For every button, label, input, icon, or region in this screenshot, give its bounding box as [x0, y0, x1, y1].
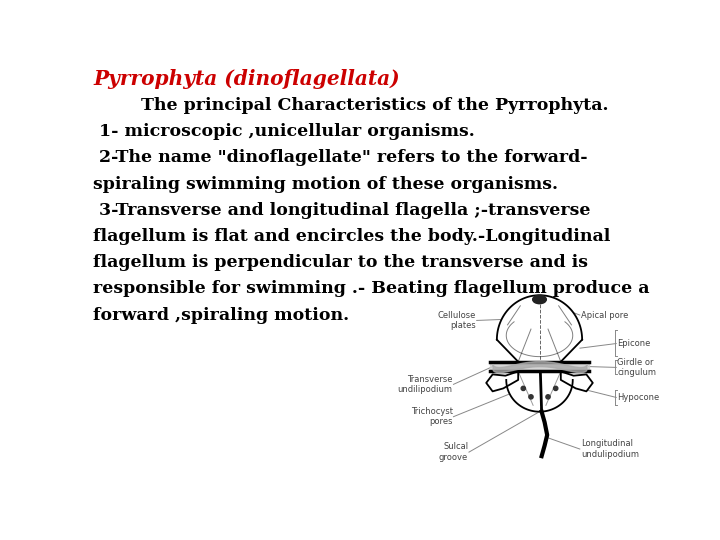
Text: responsible for swimming .- Beating flagellum produce a: responsible for swimming .- Beating flag… [93, 280, 649, 298]
Polygon shape [486, 372, 518, 392]
Text: spiraling swimming motion of these organisms.: spiraling swimming motion of these organ… [93, 176, 558, 193]
Text: 3-Transverse and longitudinal flagella ;-transverse: 3-Transverse and longitudinal flagella ;… [93, 202, 590, 219]
Text: forward ,spiraling motion.: forward ,spiraling motion. [93, 307, 349, 323]
Text: Girdle or
cingulum: Girdle or cingulum [617, 357, 656, 377]
Polygon shape [506, 372, 572, 411]
Text: Longitudinal
undulipodium: Longitudinal undulipodium [581, 440, 639, 459]
Text: flagellum is perpendicular to the transverse and is: flagellum is perpendicular to the transv… [93, 254, 588, 271]
Text: Epicone: Epicone [617, 339, 650, 348]
Text: Pyrrophyta (dinoflagellata): Pyrrophyta (dinoflagellata) [93, 70, 400, 90]
Text: 2-The name "dinoflagellate" refers to the forward-: 2-The name "dinoflagellate" refers to th… [93, 150, 588, 166]
Text: Sulcal
groove: Sulcal groove [439, 442, 468, 462]
Circle shape [554, 386, 558, 390]
Text: The principal Characteristics of the Pyrrophyta.: The principal Characteristics of the Pyr… [93, 97, 608, 114]
Text: Apical pore: Apical pore [581, 310, 629, 320]
Circle shape [521, 386, 526, 390]
Text: Hypocone: Hypocone [617, 393, 660, 402]
Circle shape [529, 395, 533, 399]
Text: Cellulose
plates: Cellulose plates [438, 310, 476, 330]
Circle shape [546, 395, 550, 399]
Ellipse shape [533, 295, 546, 303]
Text: 1- microscopic ,unicellular organisms.: 1- microscopic ,unicellular organisms. [93, 123, 475, 140]
Text: Transverse
undilipodium: Transverse undilipodium [397, 375, 453, 394]
Text: Trichocyst
pores: Trichocyst pores [410, 407, 453, 427]
Polygon shape [490, 362, 588, 372]
Text: flagellum is flat and encircles the body.-Longitudinal: flagellum is flat and encircles the body… [93, 228, 611, 245]
Polygon shape [561, 372, 593, 392]
Polygon shape [497, 295, 582, 362]
